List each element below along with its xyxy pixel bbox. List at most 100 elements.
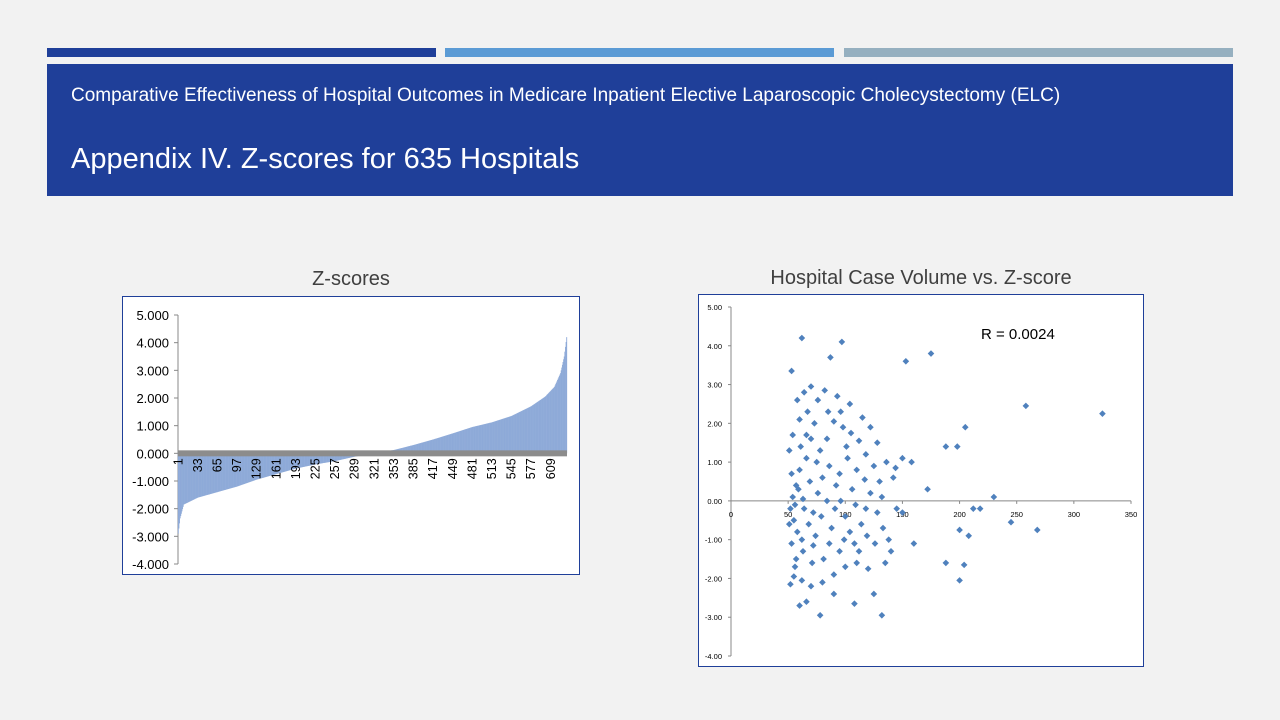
x-tick-label: 417 bbox=[426, 458, 440, 479]
scatter-point bbox=[885, 536, 893, 543]
scatter-point bbox=[792, 555, 800, 563]
scatter-point bbox=[805, 520, 813, 528]
y-tick-label: 2.00 bbox=[707, 419, 722, 428]
scatter-point bbox=[889, 474, 897, 481]
scatter-point bbox=[798, 536, 806, 543]
scatter-point bbox=[793, 528, 801, 536]
scatter-point bbox=[899, 509, 906, 516]
y-tick-label: 5.000 bbox=[136, 308, 169, 323]
y-tick-label: 0.00 bbox=[707, 497, 722, 506]
scatter-point bbox=[883, 458, 890, 466]
scatter-point bbox=[836, 470, 843, 478]
y-tick-label: -2.000 bbox=[132, 502, 169, 517]
scatter-point bbox=[846, 528, 854, 536]
scatter-point bbox=[807, 582, 815, 590]
scatter-point bbox=[825, 540, 833, 547]
scatter-point bbox=[862, 505, 870, 512]
x-tick-label: 50 bbox=[784, 510, 792, 519]
scatter-point bbox=[796, 602, 803, 609]
scatter-point bbox=[878, 493, 886, 501]
correlation-annotation: R = 0.0024 bbox=[981, 326, 1055, 343]
scatter-point bbox=[841, 513, 849, 520]
scatter-point bbox=[864, 565, 872, 573]
scatter-point bbox=[830, 590, 838, 598]
scatter-point bbox=[788, 367, 795, 375]
scatter-point bbox=[828, 524, 835, 532]
x-tick-label: 577 bbox=[524, 458, 538, 479]
x-tick-label: 289 bbox=[348, 458, 362, 479]
scatter-point bbox=[799, 548, 807, 555]
scatter-point bbox=[853, 559, 861, 567]
y-tick-label: 3.00 bbox=[707, 381, 722, 390]
scatter-point bbox=[899, 454, 906, 462]
x-tick-label: 65 bbox=[211, 458, 225, 472]
scatter-point bbox=[848, 485, 856, 493]
scatter-point bbox=[832, 482, 840, 489]
scatter-point bbox=[788, 470, 795, 478]
scatter-point bbox=[1099, 410, 1106, 417]
scatter-point bbox=[902, 357, 910, 365]
scatter-point bbox=[789, 431, 797, 439]
scatter-point bbox=[803, 431, 810, 439]
scatter-point bbox=[857, 520, 865, 528]
scatter-point bbox=[873, 509, 881, 516]
scatter-point bbox=[807, 383, 815, 390]
x-tick-label: 33 bbox=[191, 458, 205, 472]
zscores-bar-chart: 5.000 4.000 3.000 2.000 1.000 0.000 -1.000 -2.0… bbox=[132, 308, 568, 572]
scatter-point bbox=[793, 396, 801, 404]
scatter-point bbox=[816, 447, 824, 454]
x-tick-label: 513 bbox=[485, 458, 499, 479]
scatter-point bbox=[843, 443, 850, 450]
scatter-point bbox=[924, 485, 931, 493]
slide-subtitle: Comparative Effectiveness of Hospital Ou… bbox=[71, 85, 1061, 106]
scatter-point bbox=[809, 542, 817, 549]
scatter-point bbox=[960, 561, 968, 569]
scatter-point bbox=[853, 466, 861, 474]
scatter-point bbox=[808, 559, 816, 567]
scatter-point bbox=[821, 387, 829, 394]
zscores-chart: 5.000 4.000 3.000 2.000 1.000 0.000 -1.000 -2.0… bbox=[122, 296, 580, 575]
x-tick-label: 449 bbox=[446, 458, 460, 479]
scatter-point bbox=[809, 509, 817, 516]
x-tick-label: 257 bbox=[328, 458, 342, 479]
y-tick-label: -1.00 bbox=[705, 536, 722, 545]
scatter-point bbox=[953, 443, 961, 450]
y-tick-label: 1.00 bbox=[707, 458, 722, 467]
scatter-point bbox=[879, 524, 887, 532]
slide-title: Appendix IV. Z-scores for 635 Hospitals bbox=[71, 143, 580, 175]
y-tick-label: -3.000 bbox=[132, 529, 169, 544]
scatter-point bbox=[847, 429, 855, 437]
x-tick-label: 609 bbox=[544, 458, 558, 479]
y-tick-label: -3.00 bbox=[705, 613, 722, 622]
accent-bar-3 bbox=[844, 48, 1233, 57]
scatter-point bbox=[863, 532, 871, 540]
scatter-point bbox=[788, 540, 795, 547]
scatter-point bbox=[803, 454, 810, 462]
scatter-point bbox=[862, 451, 870, 458]
x-tick-label: 321 bbox=[367, 458, 381, 479]
x-tick-label: 300 bbox=[1068, 510, 1081, 519]
scatter-point bbox=[838, 338, 846, 346]
volume-zscore-scatter: 5.00 4.00 3.00 2.00 1.00 0.00 -1.00 -2.00 -3.00 -… bbox=[705, 303, 1138, 661]
scatter-point bbox=[797, 443, 805, 450]
scatter-point bbox=[851, 600, 858, 607]
scatter-point bbox=[870, 462, 878, 470]
scatter-point bbox=[831, 505, 839, 512]
scatter-point bbox=[823, 497, 831, 505]
scatter-point bbox=[803, 598, 810, 606]
accent-bar-1 bbox=[47, 48, 436, 57]
y-tick-label: -1.000 bbox=[132, 474, 169, 489]
scatter-point bbox=[833, 392, 841, 400]
y-tick-label: 2.000 bbox=[136, 391, 169, 406]
x-tick-label: 97 bbox=[230, 458, 244, 472]
y-tick-label: 4.000 bbox=[136, 336, 169, 351]
y-tick-label: -4.00 bbox=[705, 652, 722, 661]
scatter-point bbox=[965, 532, 973, 540]
scatter-point bbox=[795, 485, 802, 493]
scatter-point bbox=[823, 435, 831, 443]
x-tick-label: 200 bbox=[953, 510, 966, 519]
scatter-point bbox=[790, 573, 798, 580]
x-tick-label: 350 bbox=[1125, 510, 1138, 519]
scatter-point bbox=[814, 396, 822, 404]
scatter-point bbox=[887, 548, 895, 555]
